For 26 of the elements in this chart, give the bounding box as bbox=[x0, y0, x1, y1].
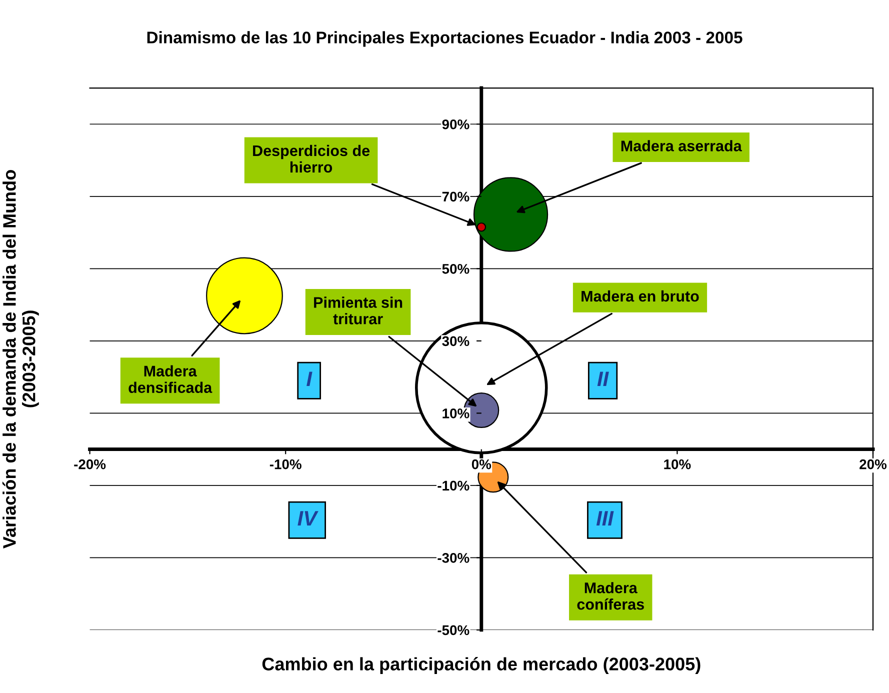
y-tick-label: 10% bbox=[442, 408, 470, 418]
annotation: Madera en bruto bbox=[582, 290, 699, 302]
y-tick-label: -30% bbox=[438, 553, 470, 563]
annotation: Desperdicios de hierro bbox=[253, 144, 370, 173]
x-tick-label: 20% bbox=[860, 459, 887, 470]
annotation: Madera aserrada bbox=[621, 140, 742, 152]
y-tick-label: 70% bbox=[442, 192, 470, 202]
x-tick-label: 0% bbox=[472, 459, 492, 470]
x-tick-label: 10% bbox=[664, 459, 691, 470]
x-axis-title: Cambio en la participación de mercado (2003-2005) bbox=[262, 657, 700, 674]
annotation: Pimienta sin triturar bbox=[314, 296, 402, 324]
chart-title: Dinamismo de las 10 Principales Exportaciones Ecuador - India 2003 - 2005 bbox=[147, 31, 742, 47]
y-tick-label: 90% bbox=[442, 119, 470, 130]
annotation: III bbox=[596, 511, 614, 526]
y-tick-label: -10% bbox=[438, 480, 470, 491]
y-axis-title: Variación de la demanda de India del Mundo (2003-2005) bbox=[2, 170, 39, 548]
annotation: II bbox=[597, 372, 609, 386]
annotation: Madera densificada bbox=[128, 365, 212, 393]
annotation: IV bbox=[298, 511, 318, 526]
annotation: Madera coníferas bbox=[577, 582, 644, 610]
x-tick-label: -10% bbox=[270, 459, 302, 470]
annotation: I bbox=[306, 372, 312, 386]
y-tick-label: 50% bbox=[442, 264, 470, 274]
y-tick-label: -50% bbox=[438, 625, 470, 636]
y-tick-label: 30% bbox=[442, 336, 470, 346]
x-tick-label: -20% bbox=[74, 459, 106, 470]
